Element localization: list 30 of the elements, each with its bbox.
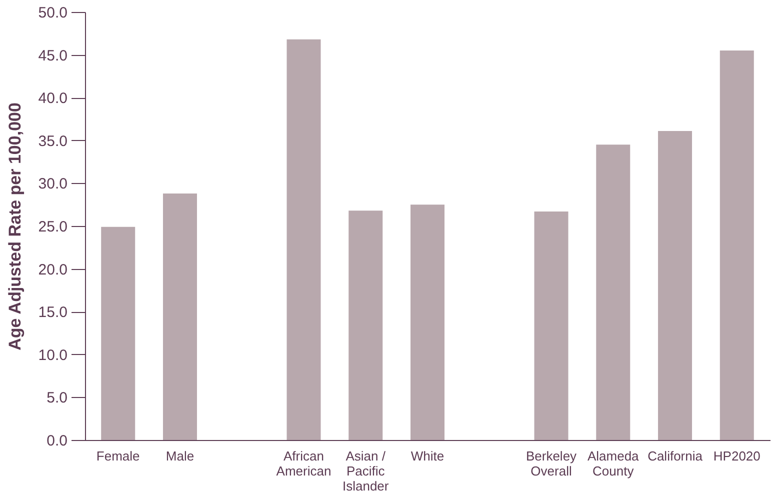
y-axis-title: Age Adjusted Rate per 100,000 — [5, 102, 24, 350]
x-tick-label: California — [648, 448, 704, 464]
y-tick-label: 25.0 — [38, 218, 68, 236]
x-tick-label: Asian / Pacific Islander — [342, 448, 390, 494]
bar — [162, 193, 197, 440]
x-tick-label: Male — [166, 448, 194, 464]
x-tick-label: Alameda County — [587, 448, 640, 478]
bar — [286, 39, 321, 440]
x-tick-label: African American — [276, 448, 332, 478]
bar — [658, 130, 692, 440]
y-tick-label: 30.0 — [38, 176, 68, 193]
x-tick-label: Berkeley Overall — [526, 448, 578, 478]
x-tick-label: White — [410, 448, 444, 464]
bar — [720, 50, 754, 440]
y-tick-label: 5.0 — [46, 390, 68, 407]
bar — [534, 211, 568, 440]
y-tick-label: 35.0 — [38, 132, 68, 150]
y-tick-label: 15.0 — [38, 304, 68, 322]
y-tick-label: 40.0 — [38, 90, 68, 108]
y-tick-label: 45.0 — [38, 47, 68, 64]
y-tick-label: 20.0 — [38, 261, 68, 278]
bar — [101, 226, 136, 440]
y-tick-label: 10.0 — [38, 346, 68, 364]
y-tick-label: 0.0 — [46, 432, 68, 450]
bar — [596, 144, 630, 440]
bar — [348, 210, 383, 440]
bar — [410, 204, 444, 440]
y-tick-label: 50.0 — [38, 4, 68, 22]
x-tick-label: HP2020 — [713, 448, 760, 464]
x-tick-label: Female — [96, 448, 140, 464]
